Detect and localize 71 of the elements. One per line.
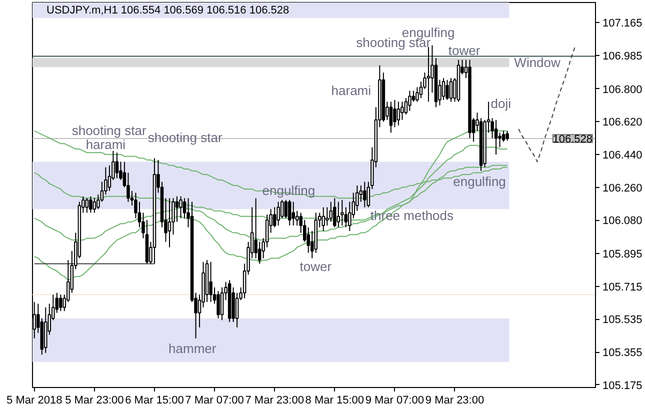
candlestick bbox=[340, 200, 344, 226]
candlestick bbox=[179, 196, 182, 219]
annotation: shooting star bbox=[72, 122, 147, 138]
annotation: engulfing bbox=[262, 182, 316, 198]
candlestick bbox=[59, 294, 62, 312]
candlestick bbox=[426, 46, 430, 102]
candlestick bbox=[216, 290, 220, 319]
candlestick bbox=[333, 198, 336, 228]
y-tick-label: 106.985 bbox=[602, 50, 642, 62]
candlestick bbox=[288, 200, 292, 226]
x-tick-label: 5 Mar 23:00 bbox=[65, 394, 124, 406]
y-tick-label: 105.895 bbox=[602, 248, 642, 261]
annotation: doji bbox=[490, 96, 512, 111]
candlestick bbox=[449, 78, 453, 102]
candlestick bbox=[408, 90, 412, 112]
x-tick-label: 7 Mar 07:00 bbox=[185, 394, 244, 406]
annotation: harami bbox=[331, 83, 372, 98]
x-tick-label: 5 Mar 2018 bbox=[6, 394, 62, 406]
y-tick-label: 105.715 bbox=[602, 281, 642, 294]
annotation: hammer bbox=[168, 341, 217, 356]
candlestick bbox=[276, 201, 280, 226]
annotation: tower bbox=[300, 259, 332, 274]
x-tick-label: 9 Mar 23:00 bbox=[425, 394, 484, 406]
y-tick-label: 105.535 bbox=[602, 314, 642, 326]
candlestick bbox=[329, 201, 333, 222]
chart-title: USDJPY.m,H1 106.554 106.569 106.516 106.528 bbox=[46, 4, 290, 16]
x-tick-label: 8 Mar 15:00 bbox=[305, 394, 364, 406]
band-label: Window bbox=[514, 55, 562, 70]
y-tick-label: 105.355 bbox=[602, 347, 642, 360]
candlestick bbox=[396, 101, 400, 126]
y-tick-label: 105.175 bbox=[602, 380, 642, 392]
candlestick bbox=[272, 206, 276, 228]
candlestick bbox=[442, 78, 446, 100]
candlestick bbox=[322, 206, 326, 232]
x-tick-label: 9 Mar 07:00 bbox=[365, 394, 424, 406]
candlestick bbox=[85, 198, 89, 214]
candlestick bbox=[175, 196, 179, 222]
candlestick bbox=[344, 206, 348, 228]
x-tick-label: 6 Mar 15:00 bbox=[125, 394, 184, 406]
x-tick-label: 7 Mar 23:00 bbox=[245, 394, 304, 406]
y-tick-label: 106.620 bbox=[602, 116, 642, 129]
candlestick bbox=[498, 132, 502, 148]
annotation: tower bbox=[448, 43, 481, 58]
annotation: engulfing bbox=[453, 174, 506, 190]
y-tick-label: 107.165 bbox=[602, 18, 642, 30]
candlestick bbox=[89, 196, 92, 214]
ref-line-label: 106.528 bbox=[552, 133, 593, 146]
y-tick-label: 106.260 bbox=[602, 182, 642, 194]
candlestick bbox=[220, 286, 224, 321]
candlestick bbox=[182, 198, 186, 219]
candlestick bbox=[412, 90, 416, 102]
candlestick bbox=[92, 198, 96, 214]
annotation: harami bbox=[86, 137, 126, 152]
candlestick bbox=[494, 119, 498, 155]
candlestick bbox=[209, 261, 212, 302]
candlestick bbox=[363, 181, 366, 208]
candlestick bbox=[284, 200, 288, 219]
candlestick bbox=[336, 201, 340, 228]
candlestick bbox=[389, 101, 393, 134]
candlestick bbox=[115, 152, 119, 179]
candlestick bbox=[235, 292, 239, 328]
y-tick-label: 106.800 bbox=[602, 84, 642, 96]
y-tick-label: 106.440 bbox=[602, 150, 642, 162]
candlestick bbox=[393, 99, 396, 128]
candlestick bbox=[359, 184, 363, 202]
annotation: shooting star bbox=[148, 130, 223, 146]
candlestick bbox=[506, 130, 509, 142]
candlestick bbox=[446, 79, 449, 100]
candlestick bbox=[292, 201, 295, 226]
y-tick-label: 106.080 bbox=[602, 215, 642, 228]
candlestick bbox=[168, 198, 172, 248]
